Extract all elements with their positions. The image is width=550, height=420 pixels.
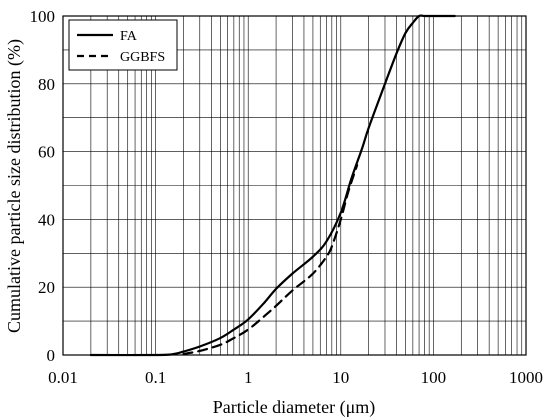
series-ggbfs-line — [182, 164, 359, 356]
y-tick-label: 40 — [38, 210, 55, 229]
grid — [63, 16, 526, 355]
y-tick-label: 80 — [38, 75, 55, 94]
x-tick-label: 0.1 — [145, 368, 166, 387]
legend-ggbfs-label: GGBFS — [120, 50, 165, 65]
x-tick-label: 10 — [332, 368, 349, 387]
legend-fa-label: FA — [120, 29, 138, 44]
x-tick-label: 0.01 — [48, 368, 78, 387]
x-tick-labels: 0.01 0.1 1 10 100 1000 — [48, 368, 543, 387]
x-tick-label: 1 — [244, 368, 253, 387]
x-axis-title: Particle diameter (μm) — [213, 397, 376, 418]
y-tick-label: 100 — [30, 7, 56, 26]
legend: FA GGBFS — [68, 19, 178, 71]
plot-frame — [62, 15, 527, 356]
y-axis-title: Cumulative particle size distribution (%… — [4, 39, 25, 333]
legend-box — [68, 19, 178, 71]
y-tick-labels: 0 20 40 60 80 100 — [30, 7, 56, 365]
y-tick-label: 20 — [38, 278, 55, 297]
y-tick-label: 0 — [47, 346, 56, 365]
x-tick-label: 1000 — [509, 368, 543, 387]
y-tick-label: 60 — [38, 143, 55, 162]
x-tick-label: 100 — [421, 368, 447, 387]
